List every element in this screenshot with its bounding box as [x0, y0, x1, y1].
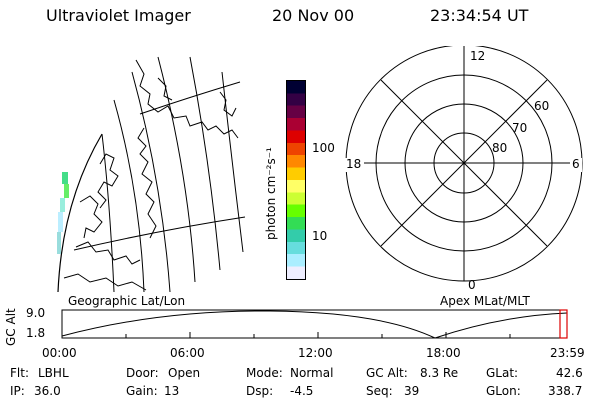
door-value: Open [168, 366, 201, 380]
gain-value: 13 [164, 384, 180, 398]
latitude-line [139, 81, 241, 115]
coastline [157, 77, 173, 101]
filter-label: Flt: [10, 366, 29, 380]
altitude-xtick-4: 23:59 [550, 346, 585, 360]
geographic-caption: Geographic Lat/Lon [68, 294, 186, 308]
longitude-line [101, 133, 115, 292]
colorbar-tick-10: 10 [312, 229, 328, 243]
mlt-label-0: 0 [468, 278, 476, 292]
ip-value: 36.0 [34, 384, 61, 398]
polar-plot: 12 18 6 0 60 70 80 [344, 46, 583, 292]
instrument-title: Ultraviolet Imager [46, 6, 191, 25]
altitude-curve [61, 310, 568, 339]
mode-label: Mode: [246, 366, 283, 380]
longitude-line [113, 99, 145, 292]
ip-label: IP: [10, 384, 25, 398]
longitude-line [189, 56, 221, 271]
coastline [135, 59, 239, 139]
altitude-xtick-2: 12:00 [298, 346, 333, 360]
glat-value: 42.6 [556, 366, 583, 380]
aurora-emission [62, 172, 68, 184]
mlt-label-18: 18 [346, 157, 361, 171]
coastline [79, 195, 103, 239]
time-label: 23:34:54 UT [430, 6, 529, 25]
dsp-label: Dsp: [246, 384, 274, 398]
gain-label: Gain: [126, 384, 158, 398]
altitude-plot [61, 309, 568, 339]
coastline [75, 241, 141, 265]
mlt-label-12: 12 [470, 49, 485, 63]
mlat-label-80: 80 [492, 141, 507, 155]
longitude-line [157, 56, 196, 283]
aurora-emission [64, 184, 69, 198]
aurora-emission [58, 212, 63, 232]
altitude-frame [61, 309, 568, 339]
colorbar-unit-label: photon cm⁻²s⁻¹ [264, 147, 278, 240]
coastline [97, 153, 119, 209]
dsp-value: -4.5 [290, 384, 314, 398]
current-time-marker [559, 309, 568, 339]
longitude-line [131, 71, 171, 292]
geographic-map [57, 56, 246, 292]
glon-label: GLon: [486, 384, 521, 398]
coastline [219, 91, 237, 117]
coastline [137, 127, 157, 239]
earth-limb [57, 133, 103, 292]
gcalt-value: 8.3 Re [420, 366, 459, 380]
altitude-ytick-low: 1.8 [26, 326, 46, 340]
mlat-label-60: 60 [534, 99, 549, 113]
altitude-ylabel: GC Alt [4, 308, 18, 346]
latitude-line [73, 216, 246, 251]
door-label: Door: [126, 366, 159, 380]
date-label: 20 Nov 00 [272, 6, 355, 25]
glat-label: GLat: [486, 366, 519, 380]
seq-value: 39 [404, 384, 420, 398]
polar-caption: Apex MLat/MLT [440, 294, 530, 308]
aurora-emission [60, 198, 65, 212]
altitude-xtick-3: 18:00 [426, 346, 461, 360]
colorbar-tick-100: 100 [312, 141, 335, 155]
coastline [63, 273, 147, 291]
mlat-label-70: 70 [512, 121, 527, 135]
mode-value: Normal [290, 366, 334, 380]
seq-label: Seq: [366, 384, 393, 398]
filter-value: LBHL [38, 366, 69, 380]
longitude-line [221, 71, 244, 253]
glon-value: 338.7 [548, 384, 583, 398]
mlt-label-6: 6 [572, 157, 580, 171]
altitude-ytick-high: 9.0 [26, 306, 46, 320]
altitude-xtick-1: 06:00 [170, 346, 205, 360]
aurora-emission [57, 232, 61, 254]
colorbar [286, 80, 306, 280]
gcalt-label: GC Alt: [366, 366, 408, 380]
mlt-line-diagonal [380, 79, 548, 247]
altitude-xtick-0: 00:00 [42, 346, 77, 360]
